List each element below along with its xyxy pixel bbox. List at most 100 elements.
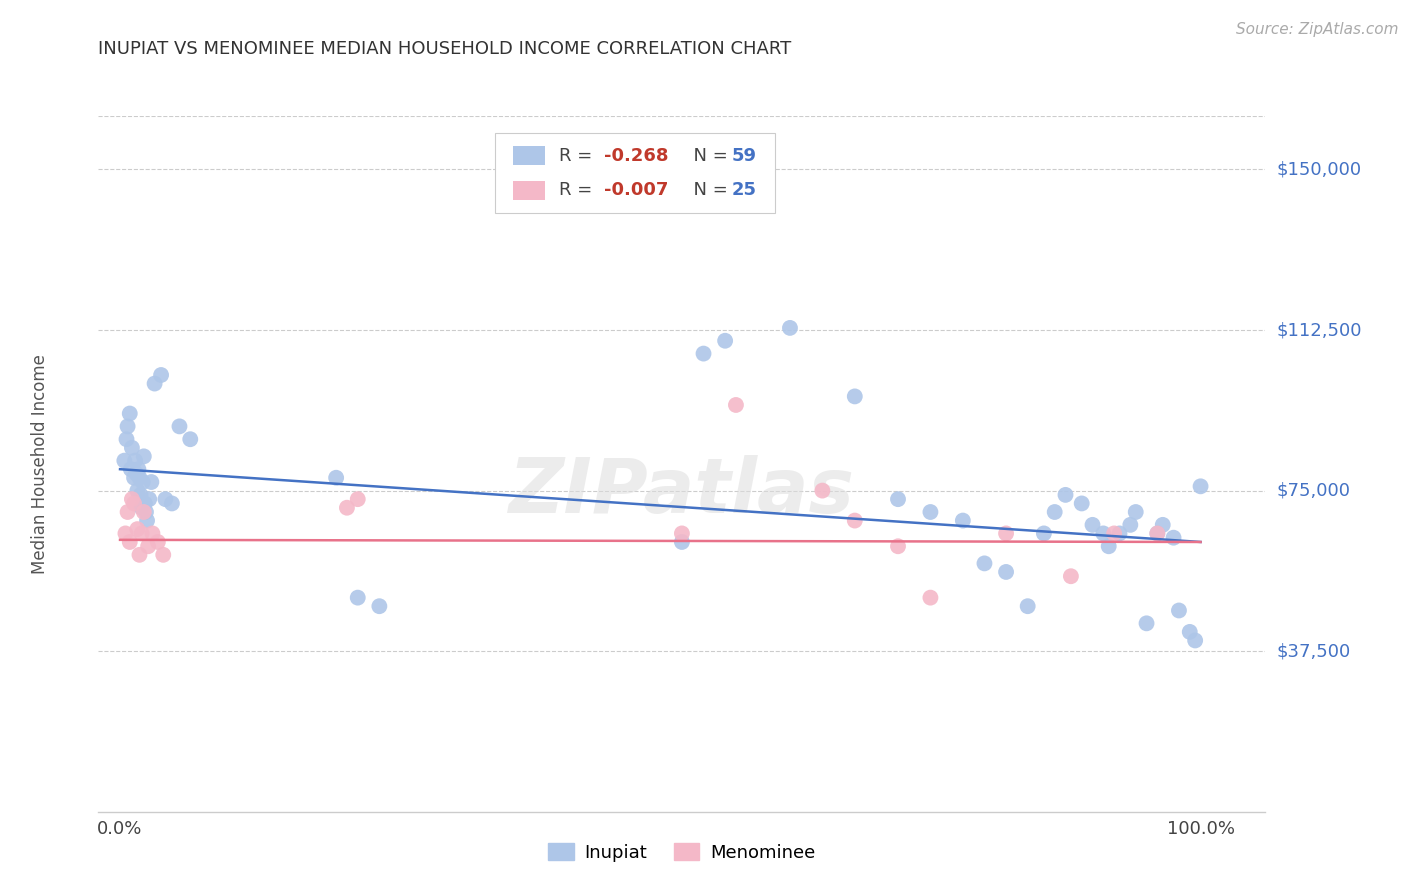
Text: Source: ZipAtlas.com: Source: ZipAtlas.com bbox=[1236, 22, 1399, 37]
Point bbox=[811, 483, 834, 498]
Text: Median Household Income: Median Household Income bbox=[31, 354, 49, 574]
Point bbox=[336, 500, 359, 515]
Text: INUPIAT VS MENOMINEE MEDIAN HOUSEHOLD INCOME CORRELATION CHART: INUPIAT VS MENOMINEE MEDIAN HOUSEHOLD IN… bbox=[98, 40, 792, 58]
Point bbox=[118, 535, 141, 549]
Point bbox=[973, 557, 995, 571]
Point bbox=[135, 505, 157, 519]
Point bbox=[136, 514, 159, 528]
Point bbox=[125, 467, 148, 481]
Text: 59: 59 bbox=[733, 146, 756, 165]
Point bbox=[844, 514, 866, 528]
Point bbox=[120, 462, 142, 476]
Point bbox=[1125, 505, 1147, 519]
Point bbox=[346, 591, 368, 605]
Point bbox=[1135, 616, 1157, 631]
Point bbox=[1054, 488, 1077, 502]
FancyBboxPatch shape bbox=[513, 181, 546, 200]
Point bbox=[127, 522, 149, 536]
Point bbox=[132, 450, 155, 464]
FancyBboxPatch shape bbox=[513, 146, 546, 165]
Point bbox=[844, 389, 866, 403]
Point bbox=[141, 526, 163, 541]
Point bbox=[714, 334, 737, 348]
Text: -0.268: -0.268 bbox=[603, 146, 668, 165]
Point bbox=[118, 407, 141, 421]
Point bbox=[1146, 526, 1168, 541]
Point bbox=[1070, 496, 1092, 510]
Point bbox=[1043, 505, 1066, 519]
Point bbox=[152, 548, 174, 562]
Point bbox=[724, 398, 747, 412]
Text: $112,500: $112,500 bbox=[1277, 321, 1362, 339]
Point bbox=[169, 419, 191, 434]
Point bbox=[1178, 624, 1201, 639]
Point bbox=[671, 526, 693, 541]
Point bbox=[887, 539, 910, 553]
Point bbox=[1189, 479, 1212, 493]
Point bbox=[1184, 633, 1206, 648]
Point bbox=[131, 526, 153, 541]
Point bbox=[692, 346, 714, 360]
Point bbox=[127, 462, 149, 476]
Point bbox=[122, 496, 145, 510]
Point bbox=[179, 432, 201, 446]
Point bbox=[920, 505, 942, 519]
Point bbox=[122, 471, 145, 485]
Point bbox=[112, 453, 135, 467]
Point bbox=[121, 492, 143, 507]
Point bbox=[1102, 526, 1125, 541]
Text: $75,000: $75,000 bbox=[1277, 482, 1351, 500]
Point bbox=[1152, 517, 1174, 532]
Point bbox=[887, 492, 910, 507]
Text: -0.007: -0.007 bbox=[603, 181, 668, 200]
Text: R =: R = bbox=[560, 181, 599, 200]
Point bbox=[117, 505, 139, 519]
Point bbox=[1092, 526, 1115, 541]
Point bbox=[995, 565, 1018, 579]
Point bbox=[346, 492, 368, 507]
Text: R =: R = bbox=[560, 146, 599, 165]
Point bbox=[117, 419, 139, 434]
Text: N =: N = bbox=[682, 181, 734, 200]
Point bbox=[155, 492, 177, 507]
Point bbox=[138, 492, 160, 507]
Text: 25: 25 bbox=[733, 181, 756, 200]
Point bbox=[1119, 517, 1142, 532]
Point bbox=[1146, 526, 1168, 541]
Point bbox=[995, 526, 1018, 541]
Point bbox=[1098, 539, 1121, 553]
Point bbox=[141, 475, 163, 489]
Point bbox=[128, 471, 150, 485]
Point bbox=[952, 514, 974, 528]
Point bbox=[132, 505, 155, 519]
Point bbox=[115, 432, 138, 446]
Point bbox=[146, 535, 169, 549]
Point bbox=[134, 496, 156, 510]
Point bbox=[325, 471, 347, 485]
Point bbox=[920, 591, 942, 605]
Point bbox=[1163, 531, 1185, 545]
Text: $150,000: $150,000 bbox=[1277, 161, 1361, 178]
Point bbox=[150, 368, 173, 382]
Point bbox=[1060, 569, 1083, 583]
Point bbox=[127, 483, 149, 498]
Point bbox=[129, 488, 152, 502]
Point bbox=[368, 599, 391, 614]
Point bbox=[136, 539, 159, 553]
Point bbox=[128, 548, 150, 562]
Point bbox=[124, 453, 146, 467]
Legend: Inupiat, Menominee: Inupiat, Menominee bbox=[541, 836, 823, 869]
Point bbox=[143, 376, 166, 391]
Text: $37,500: $37,500 bbox=[1277, 642, 1351, 660]
Point bbox=[131, 500, 153, 515]
Text: N =: N = bbox=[682, 146, 734, 165]
Point bbox=[1017, 599, 1039, 614]
Point bbox=[160, 496, 183, 510]
Point bbox=[114, 526, 136, 541]
Point bbox=[121, 441, 143, 455]
Point bbox=[779, 321, 801, 335]
Text: ZIPatlas: ZIPatlas bbox=[509, 455, 855, 529]
Point bbox=[671, 535, 693, 549]
Point bbox=[1108, 526, 1130, 541]
Point bbox=[1168, 603, 1191, 617]
